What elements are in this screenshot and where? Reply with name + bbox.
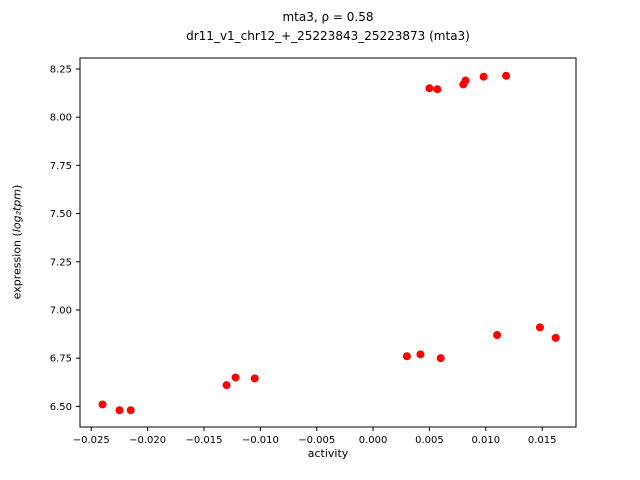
x-tick-label: 0.000 bbox=[359, 435, 388, 446]
y-tick-label: 8.00 bbox=[50, 113, 72, 124]
data-point bbox=[416, 350, 425, 359]
data-point bbox=[425, 84, 434, 93]
y-tick-label: 7.25 bbox=[50, 257, 72, 268]
data-point bbox=[222, 381, 231, 390]
y-tick-label: 7.00 bbox=[50, 305, 72, 316]
data-point bbox=[98, 400, 107, 409]
x-tick-label: −0.010 bbox=[242, 435, 279, 446]
y-tick-label: 6.75 bbox=[50, 354, 72, 365]
data-point bbox=[115, 406, 124, 415]
axes-frame bbox=[79, 57, 577, 428]
y-tick-label: 6.50 bbox=[50, 402, 72, 413]
data-point bbox=[535, 323, 544, 332]
data-point bbox=[231, 373, 240, 382]
data-point bbox=[402, 352, 411, 361]
data-point bbox=[493, 331, 502, 340]
chart-title-line2: dr11_v1_chr12_+_25223843_25223873 (mta3) bbox=[186, 29, 470, 43]
data-point bbox=[502, 71, 511, 80]
x-tick-label: 0.010 bbox=[471, 435, 500, 446]
y-tick-label: 7.75 bbox=[50, 161, 72, 172]
data-point bbox=[479, 72, 488, 81]
data-point bbox=[551, 333, 560, 342]
data-point bbox=[433, 85, 442, 94]
chart-title: mta3, ρ = 0.58 dr11_v1_chr12_+_25223843_… bbox=[80, 8, 576, 46]
data-point bbox=[461, 76, 470, 85]
x-tick-label: −0.005 bbox=[298, 435, 335, 446]
data-point bbox=[250, 374, 259, 383]
x-tick-label: 0.015 bbox=[528, 435, 557, 446]
x-axis-label: activity bbox=[307, 447, 349, 460]
y-tick-label: 8.25 bbox=[50, 64, 72, 75]
x-tick-label: −0.025 bbox=[73, 435, 110, 446]
x-tick-label: −0.015 bbox=[185, 435, 222, 446]
data-point bbox=[436, 354, 445, 363]
x-tick-label: −0.020 bbox=[129, 435, 166, 446]
x-tick-label: 0.005 bbox=[415, 435, 444, 446]
chart-title-line1: mta3, ρ = 0.58 bbox=[282, 10, 374, 24]
data-point bbox=[126, 406, 135, 415]
y-tick-label: 7.50 bbox=[50, 209, 72, 220]
